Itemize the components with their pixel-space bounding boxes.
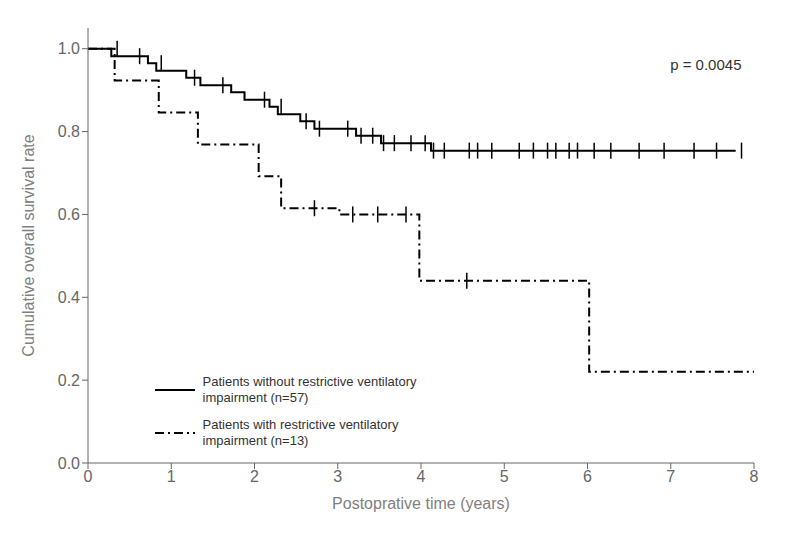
- svg-text:0.4: 0.4: [58, 289, 80, 306]
- svg-text:0.2: 0.2: [58, 372, 80, 389]
- svg-text:Postoprative time (years): Postoprative time (years): [332, 495, 510, 512]
- html-text:Patients without restrictive v: Patients without restrictive ventilatory…: [202, 374, 417, 406]
- svg-text:2: 2: [250, 468, 259, 485]
- html-text:Patients with restrictive vent: Patients with restrictive ventilatory im…: [202, 416, 399, 448]
- svg-text:0.0: 0.0: [58, 455, 80, 472]
- svg-text:3: 3: [333, 468, 342, 485]
- svg-text:p = 0.0045: p = 0.0045: [670, 56, 741, 73]
- svg-text:8: 8: [750, 468, 759, 485]
- svg-text:5: 5: [500, 468, 509, 485]
- svg-text:4: 4: [417, 468, 426, 485]
- svg-text:0.6: 0.6: [58, 206, 80, 223]
- svg-text:1: 1: [167, 468, 176, 485]
- svg-text:7: 7: [666, 468, 675, 485]
- svg-text:Cumulative overall survival ra: Cumulative overall survival rate: [20, 134, 37, 356]
- svg-text:1.0: 1.0: [58, 40, 80, 57]
- svg-text:0.8: 0.8: [58, 123, 80, 140]
- svg-text:0: 0: [84, 468, 93, 485]
- svg-text:6: 6: [583, 468, 592, 485]
